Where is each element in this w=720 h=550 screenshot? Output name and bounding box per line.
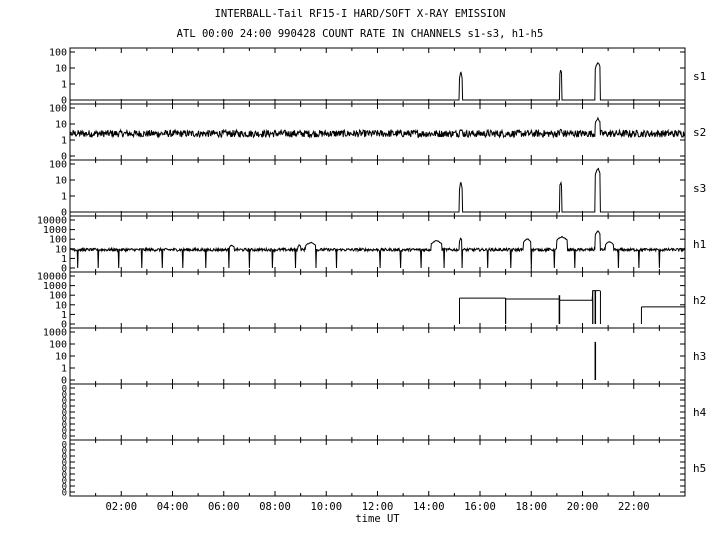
y-tick-label-h4: 0 bbox=[62, 427, 67, 437]
y-tick-label-h3: 1 bbox=[61, 364, 67, 375]
y-tick-label-h2: 10 bbox=[55, 300, 67, 311]
x-tick-label: 06:00 bbox=[208, 501, 240, 513]
y-tick-label-s3: 1 bbox=[61, 192, 67, 203]
chart-title: INTERBALL-Tail RF15-I HARD/SOFT X-RAY EM… bbox=[214, 8, 506, 20]
panel-frame-h5 bbox=[69, 439, 686, 497]
y-tick-label-s1: 1 bbox=[61, 80, 67, 91]
panel-frame-h3 bbox=[69, 327, 686, 385]
panel-label-h3: h3 bbox=[693, 350, 706, 363]
y-tick-label-s3: 100 bbox=[49, 160, 67, 171]
panel-label-s1: s1 bbox=[693, 70, 706, 83]
x-tick-label: 04:00 bbox=[157, 501, 189, 513]
panel-label-h5: h5 bbox=[693, 462, 706, 475]
y-tick-label-h3: 1000 bbox=[43, 328, 67, 339]
y-tick-label-h5: 0 bbox=[62, 465, 67, 475]
trace-s3 bbox=[70, 167, 685, 213]
y-tick-label-h1: 100 bbox=[49, 235, 67, 246]
y-tick-label-h4: 0 bbox=[62, 391, 67, 401]
panel-label-h2: h2 bbox=[693, 294, 706, 307]
y-tick-label-h5: 0 bbox=[62, 471, 67, 481]
y-tick-label-h1: 10000 bbox=[37, 216, 67, 227]
y-tick-label-h4: 0 bbox=[62, 397, 67, 407]
y-tick-label-h2: 100 bbox=[49, 291, 67, 302]
y-tick-label-h5: 0 bbox=[62, 489, 67, 499]
y-tick-label-s2: 1 bbox=[61, 136, 67, 147]
y-tick-label-h5: 0 bbox=[62, 453, 67, 463]
y-tick-label-h3: 0 bbox=[61, 376, 67, 387]
x-tick-label: 08:00 bbox=[259, 501, 291, 513]
y-tick-label-h5: 0 bbox=[62, 459, 67, 469]
y-tick-label-h1: 0 bbox=[61, 264, 67, 275]
trace-h1 bbox=[69, 230, 686, 269]
x-tick-label: 14:00 bbox=[413, 501, 445, 513]
y-tick-label-h4: 0 bbox=[62, 421, 67, 431]
panel-label-h1: h1 bbox=[693, 238, 706, 251]
y-tick-label-h1: 10 bbox=[55, 244, 67, 255]
y-tick-label-h4: 0 bbox=[62, 415, 67, 425]
y-tick-label-h4: 0 bbox=[62, 433, 67, 443]
panel-label-s3: s3 bbox=[693, 182, 706, 195]
y-tick-label-h5: 0 bbox=[62, 477, 67, 487]
y-tick-label-s3: 10 bbox=[55, 176, 67, 187]
x-tick-label: 20:00 bbox=[567, 501, 599, 513]
y-tick-label-s1: 0 bbox=[61, 96, 67, 107]
y-tick-label-s3: 0 bbox=[61, 208, 67, 219]
y-tick-label-h1: 1000 bbox=[43, 225, 67, 236]
trace-h2 bbox=[459, 290, 685, 308]
x-tick-label: 22:00 bbox=[618, 501, 650, 513]
y-tick-label-h1: 1 bbox=[61, 254, 67, 265]
x-tick-label: 16:00 bbox=[464, 501, 496, 513]
y-tick-label-h4: 0 bbox=[62, 403, 67, 413]
x-axis-label: time UT bbox=[355, 513, 400, 525]
panel-frame-s1 bbox=[69, 47, 686, 105]
y-tick-label-s2: 100 bbox=[49, 104, 67, 115]
y-tick-label-h2: 1000 bbox=[43, 281, 67, 292]
y-tick-label-h4: 0 bbox=[62, 385, 67, 395]
trace-s2 bbox=[69, 116, 686, 139]
y-tick-label-h3: 100 bbox=[49, 340, 67, 351]
y-tick-label-h5: 0 bbox=[62, 441, 67, 451]
x-tick-label: 12:00 bbox=[362, 501, 394, 513]
chart-subtitle: ATL 00:00 24:00 990428 COUNT RATE IN CHA… bbox=[176, 28, 544, 40]
panel-label-s2: s2 bbox=[693, 126, 706, 139]
y-tick-label-h5: 0 bbox=[62, 483, 67, 493]
y-tick-label-h2: 1 bbox=[61, 310, 67, 321]
y-tick-label-h4: 0 bbox=[62, 409, 67, 419]
y-tick-label-s2: 10 bbox=[55, 120, 67, 131]
x-tick-label: 18:00 bbox=[515, 501, 547, 513]
y-tick-label-h2: 10000 bbox=[37, 272, 67, 283]
panel-label-h4: h4 bbox=[693, 406, 707, 419]
x-tick-label: 10:00 bbox=[310, 501, 342, 513]
y-tick-label-s1: 100 bbox=[49, 48, 67, 59]
x-tick-label: 02:00 bbox=[105, 501, 137, 513]
panel-frame-s3 bbox=[69, 159, 686, 217]
y-tick-label-h5: 0 bbox=[62, 447, 67, 457]
trace-s1 bbox=[70, 62, 685, 101]
y-tick-label-h3: 10 bbox=[55, 352, 67, 363]
y-tick-label-h2: 0 bbox=[61, 320, 67, 331]
y-tick-label-s2: 0 bbox=[61, 152, 67, 163]
y-tick-label-s1: 10 bbox=[55, 64, 67, 75]
panel-frame-h4 bbox=[69, 383, 686, 441]
